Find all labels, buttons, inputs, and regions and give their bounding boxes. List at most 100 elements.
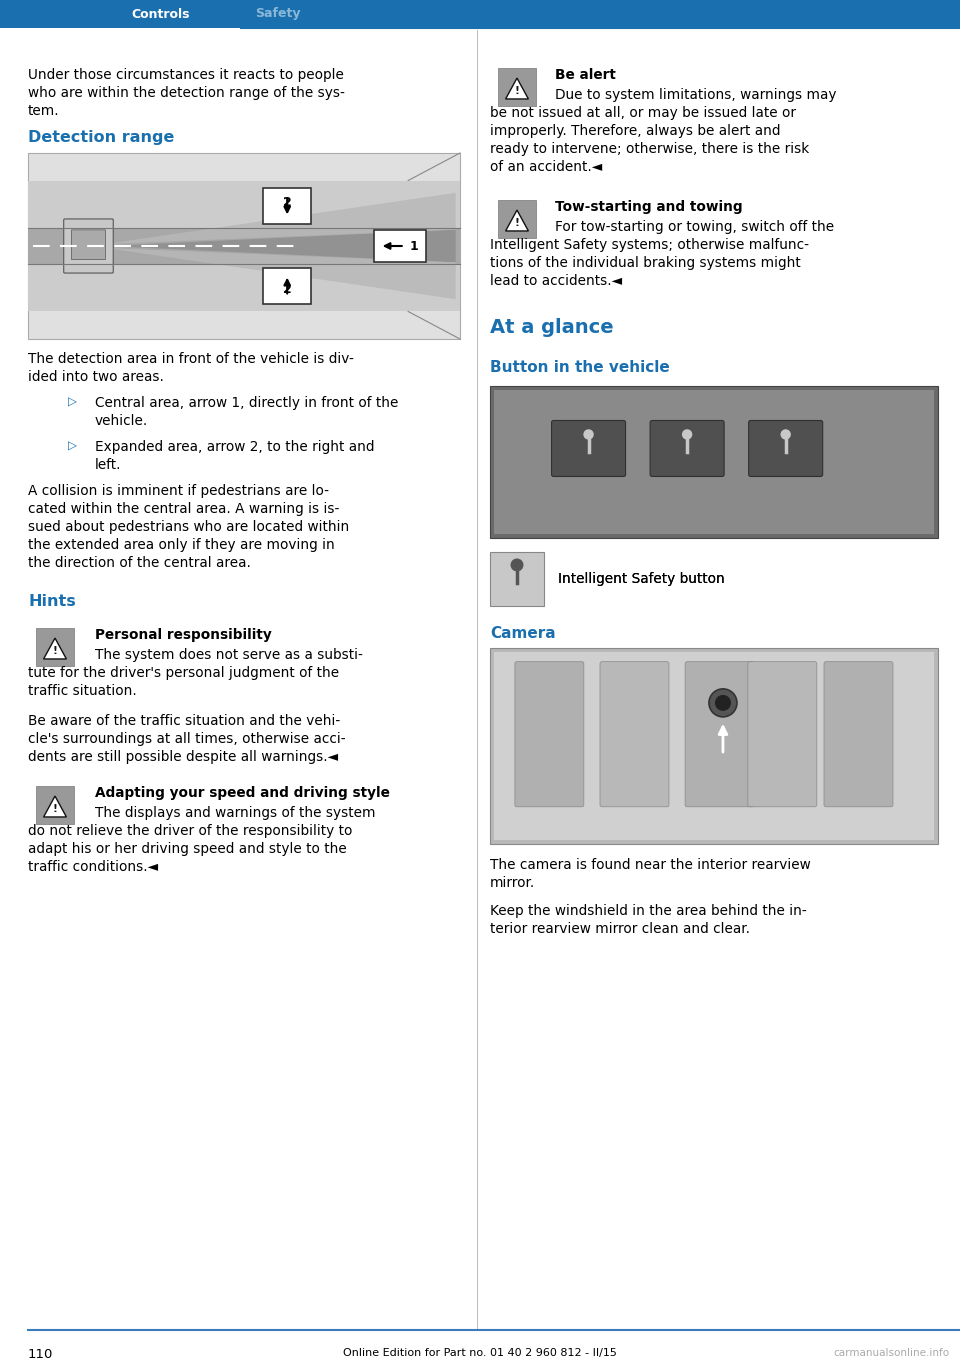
Text: terior rearview mirror clean and clear.: terior rearview mirror clean and clear. xyxy=(490,922,750,936)
Text: 110: 110 xyxy=(28,1348,54,1361)
Text: do not relieve the driver of the responsibility to: do not relieve the driver of the respons… xyxy=(28,824,352,838)
Text: For tow-starting or towing, switch off the: For tow-starting or towing, switch off t… xyxy=(555,221,834,234)
Polygon shape xyxy=(506,78,528,99)
Text: be not issued at all, or may be issued late or: be not issued at all, or may be issued l… xyxy=(490,106,796,120)
Text: Safety: Safety xyxy=(255,8,300,20)
Text: of an accident.◄: of an accident.◄ xyxy=(490,159,602,174)
Text: The camera is found near the interior rearview: The camera is found near the interior re… xyxy=(490,858,811,872)
Text: tions of the individual braking systems might: tions of the individual braking systems … xyxy=(490,256,801,270)
Polygon shape xyxy=(106,193,456,244)
Bar xyxy=(498,68,536,106)
Text: Hints: Hints xyxy=(28,594,76,609)
Polygon shape xyxy=(506,210,528,232)
FancyBboxPatch shape xyxy=(515,662,584,806)
Text: Keep the windshield in the area behind the in-: Keep the windshield in the area behind t… xyxy=(490,904,806,918)
Text: tem.: tem. xyxy=(28,104,60,118)
Bar xyxy=(490,648,938,844)
Circle shape xyxy=(682,429,692,440)
Text: Adapting your speed and driving style: Adapting your speed and driving style xyxy=(95,786,390,799)
Text: The detection area in front of the vehicle is div-: The detection area in front of the vehic… xyxy=(28,351,354,366)
FancyBboxPatch shape xyxy=(685,662,755,806)
Polygon shape xyxy=(43,795,66,817)
Text: Tow-starting and towing: Tow-starting and towing xyxy=(555,200,743,214)
FancyBboxPatch shape xyxy=(749,421,823,477)
Bar xyxy=(28,264,460,312)
Text: Camera: Camera xyxy=(490,627,556,642)
Text: ▷: ▷ xyxy=(68,396,77,409)
Text: !: ! xyxy=(515,86,519,97)
Bar xyxy=(28,227,460,264)
Text: !: ! xyxy=(53,804,58,814)
FancyBboxPatch shape xyxy=(63,219,113,272)
Text: cle's surroundings at all times, otherwise acci-: cle's surroundings at all times, otherwi… xyxy=(28,731,346,746)
Text: lead to accidents.◄: lead to accidents.◄ xyxy=(490,274,622,287)
Text: left.: left. xyxy=(95,458,122,473)
Text: the direction of the central area.: the direction of the central area. xyxy=(28,556,251,571)
Text: At a glance: At a glance xyxy=(490,317,613,336)
Polygon shape xyxy=(43,637,66,659)
Bar xyxy=(373,230,425,262)
Text: Be alert: Be alert xyxy=(555,68,616,82)
Text: Intelligent Safety button: Intelligent Safety button xyxy=(558,572,725,586)
FancyBboxPatch shape xyxy=(748,662,817,806)
Text: 2: 2 xyxy=(283,283,292,297)
Bar xyxy=(28,181,460,227)
Bar xyxy=(490,385,938,538)
Bar xyxy=(28,153,460,339)
Bar xyxy=(240,0,960,29)
Text: Personal responsibility: Personal responsibility xyxy=(95,628,272,642)
Text: The displays and warnings of the system: The displays and warnings of the system xyxy=(95,806,375,820)
Text: Under those circumstances it reacts to people: Under those circumstances it reacts to p… xyxy=(28,68,344,82)
Text: cated within the central area. A warning is is-: cated within the central area. A warning… xyxy=(28,503,340,516)
FancyBboxPatch shape xyxy=(824,662,893,806)
Circle shape xyxy=(584,429,593,440)
Text: Due to system limitations, warnings may: Due to system limitations, warnings may xyxy=(555,89,836,102)
Text: the extended area only if they are moving in: the extended area only if they are movin… xyxy=(28,538,335,552)
Text: Detection range: Detection range xyxy=(28,129,175,144)
Text: improperly. Therefore, always be alert and: improperly. Therefore, always be alert a… xyxy=(490,124,780,138)
FancyBboxPatch shape xyxy=(650,421,724,477)
Text: !: ! xyxy=(53,646,58,656)
Text: ided into two areas.: ided into two areas. xyxy=(28,370,164,384)
Text: vehicle.: vehicle. xyxy=(95,414,148,428)
Bar xyxy=(36,628,74,666)
Text: Expanded area, arrow 2, to the right and: Expanded area, arrow 2, to the right and xyxy=(95,440,374,454)
Text: 2: 2 xyxy=(283,196,292,208)
FancyBboxPatch shape xyxy=(71,230,106,260)
Circle shape xyxy=(708,689,737,716)
Text: carmanualsonline.info: carmanualsonline.info xyxy=(834,1348,950,1358)
Text: dents are still possible despite all warnings.◄: dents are still possible despite all war… xyxy=(28,750,338,764)
Text: who are within the detection range of the sys-: who are within the detection range of th… xyxy=(28,86,345,99)
Bar xyxy=(0,0,240,29)
Text: traffic conditions.◄: traffic conditions.◄ xyxy=(28,859,158,874)
Text: ready to intervene; otherwise, there is the risk: ready to intervene; otherwise, there is … xyxy=(490,142,809,157)
Text: ▷: ▷ xyxy=(68,440,77,454)
Polygon shape xyxy=(106,230,456,263)
Text: Be aware of the traffic situation and the vehi-: Be aware of the traffic situation and th… xyxy=(28,714,340,729)
Text: sued about pedestrians who are located within: sued about pedestrians who are located w… xyxy=(28,520,349,534)
Text: 1: 1 xyxy=(410,240,419,252)
Text: A collision is imminent if pedestrians are lo-: A collision is imminent if pedestrians a… xyxy=(28,484,329,498)
Text: Intelligent Safety systems; otherwise malfunc-: Intelligent Safety systems; otherwise ma… xyxy=(490,238,809,252)
Bar xyxy=(490,552,544,606)
Text: The system does not serve as a substi-: The system does not serve as a substi- xyxy=(95,648,363,662)
Bar xyxy=(498,200,536,238)
Text: traffic situation.: traffic situation. xyxy=(28,684,136,697)
FancyBboxPatch shape xyxy=(552,421,626,477)
Bar xyxy=(36,786,74,824)
Text: Online Edition for Part no. 01 40 2 960 812 - II/15: Online Edition for Part no. 01 40 2 960 … xyxy=(343,1348,617,1358)
Text: Central area, arrow 1, directly in front of the: Central area, arrow 1, directly in front… xyxy=(95,396,398,410)
Text: Controls: Controls xyxy=(132,8,190,20)
Bar xyxy=(494,652,934,840)
Text: Intelligent Safety button: Intelligent Safety button xyxy=(558,572,725,586)
Bar xyxy=(0,0,960,29)
Bar xyxy=(263,188,311,225)
Bar xyxy=(494,390,934,534)
Text: tute for the driver's personal judgment of the: tute for the driver's personal judgment … xyxy=(28,666,339,680)
Polygon shape xyxy=(106,248,456,300)
Bar xyxy=(263,267,311,304)
Text: adapt his or her driving speed and style to the: adapt his or her driving speed and style… xyxy=(28,842,347,855)
Circle shape xyxy=(780,429,791,440)
FancyBboxPatch shape xyxy=(600,662,669,806)
Text: !: ! xyxy=(515,218,519,227)
